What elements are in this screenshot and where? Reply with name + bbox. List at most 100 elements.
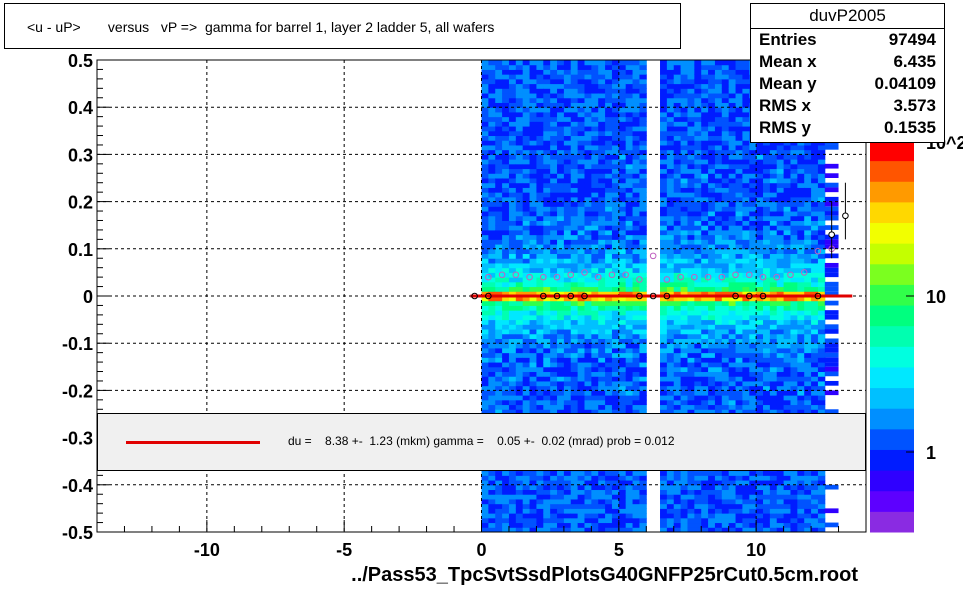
heatmap-cell [701, 324, 709, 330]
heatmap-cell [811, 262, 819, 269]
heatmap-cell [783, 347, 791, 354]
heatmap-cell [763, 300, 771, 306]
heatmap-cell [488, 390, 496, 396]
heatmap-cell [673, 503, 682, 509]
heatmap-cell [756, 366, 764, 373]
heatmap-cell [481, 130, 489, 137]
heatmap-cell [508, 111, 517, 118]
heatmap-cell [666, 144, 675, 151]
heatmap-cell [522, 206, 531, 212]
heatmap-cell [666, 343, 675, 349]
heatmap-cell [632, 272, 640, 278]
profile-mean-point [567, 271, 575, 279]
heatmap-cell [694, 60, 702, 66]
heatmap-cell [721, 357, 730, 363]
heatmap-cell [749, 305, 757, 311]
heatmap-cell [721, 201, 730, 207]
heatmap-cell [577, 343, 585, 349]
heatmap-cell [495, 262, 503, 269]
heatmap-cell [550, 130, 558, 137]
heatmap-cell [701, 130, 709, 137]
heatmap-cell [680, 494, 688, 500]
heatmap-cell [605, 404, 613, 410]
heatmap-cell [817, 385, 826, 391]
heatmap-cell [488, 135, 496, 141]
heatmap-cell [611, 116, 620, 122]
heatmap-cell [598, 522, 606, 528]
heatmap-cell [488, 182, 496, 188]
heatmap-cell [488, 229, 496, 236]
heatmap-cell [591, 508, 599, 514]
heatmap-cell [673, 517, 682, 524]
heatmap-cell [550, 503, 558, 509]
heatmap-cell [708, 78, 716, 85]
heatmap-cell [536, 484, 544, 491]
heatmap-cell [557, 229, 565, 236]
heatmap-cell [488, 201, 496, 207]
heatmap-cell [570, 494, 579, 500]
heatmap-cell [529, 380, 537, 387]
heatmap-cell [557, 362, 565, 368]
heatmap-cell [811, 277, 819, 283]
heatmap-cell [811, 404, 819, 410]
heatmap-cell [797, 352, 805, 358]
heatmap-cell [536, 281, 544, 288]
heatmap-cell [543, 324, 551, 330]
heatmap-cell [714, 362, 723, 368]
heatmap-cell [502, 395, 510, 401]
heatmap-cell [708, 258, 716, 264]
heatmap-cell [536, 489, 544, 495]
heatmap-cell [701, 211, 709, 217]
heatmap-cell [769, 239, 778, 245]
heatmap-cell [536, 173, 544, 179]
heatmap-cell [687, 513, 695, 519]
heatmap-cell [522, 135, 531, 141]
heatmap-cell [694, 338, 702, 344]
heatmap-cell [536, 192, 544, 198]
heatmap-cell [694, 206, 702, 212]
heatmap-cell [666, 206, 675, 212]
heatmap-cell [563, 140, 572, 146]
heatmap-cell [618, 489, 627, 495]
heatmap-cell [515, 154, 524, 160]
heatmap-cell [673, 489, 682, 495]
heatmap-cell [591, 503, 599, 509]
heatmap-cell [488, 508, 496, 514]
heatmap-cell [543, 74, 551, 80]
heatmap-cell [481, 291, 489, 297]
heatmap-cell [811, 324, 819, 330]
heatmap-cell [714, 88, 723, 94]
heatmap-cell [488, 102, 496, 108]
heatmap-cell [673, 144, 682, 151]
heatmap-cell [605, 310, 613, 316]
heatmap-cell [529, 404, 537, 410]
heatmap-cell [618, 296, 627, 302]
heatmap-cell [543, 371, 551, 377]
heatmap-cell [536, 154, 544, 160]
heatmap-cell [502, 220, 510, 226]
heatmap-cell [522, 480, 531, 486]
heatmap-cell [577, 135, 585, 141]
heatmap-cell [763, 310, 771, 316]
heatmap-cell [584, 182, 592, 188]
heatmap-cell [618, 352, 627, 358]
heatmap-cell [756, 196, 764, 203]
heatmap-cell [591, 234, 599, 240]
heatmap-cell [639, 196, 647, 203]
heatmap-cell [776, 272, 785, 278]
heatmap-cell [763, 267, 771, 273]
heatmap-cell [660, 168, 668, 174]
heatmap-cell [728, 395, 737, 401]
heatmap-cell [632, 291, 640, 297]
heatmap-cell [577, 300, 585, 306]
heatmap-cell [495, 78, 503, 85]
heatmap-cell [639, 111, 647, 118]
heatmap-cell [632, 144, 640, 151]
heatmap-cell [522, 144, 531, 151]
heatmap-cell [598, 385, 606, 391]
heatmap-cell [515, 305, 524, 311]
heatmap-cell [488, 324, 496, 330]
heatmap-cell [536, 357, 544, 363]
heatmap-cell [563, 159, 572, 165]
heatmap-cell [577, 225, 585, 231]
